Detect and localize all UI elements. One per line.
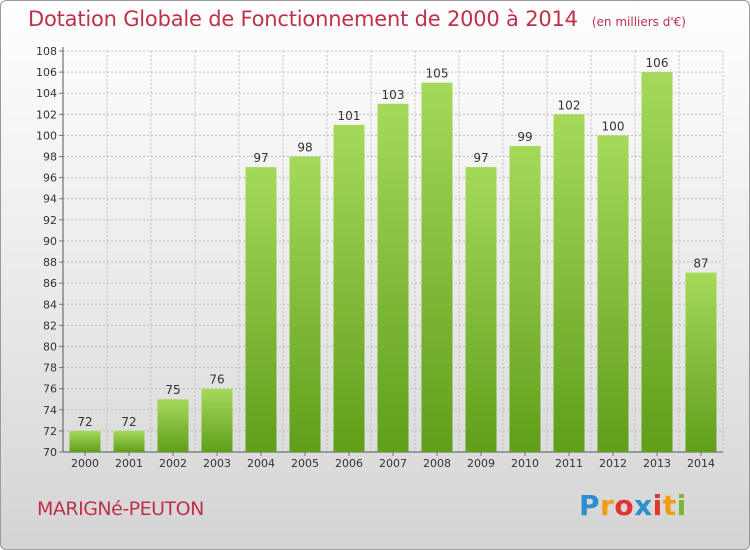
bar[interactable] — [201, 388, 233, 452]
data-label: 98 — [297, 141, 312, 155]
data-label: 99 — [517, 130, 532, 144]
logo-letter: i — [652, 489, 663, 522]
data-label: 101 — [338, 109, 361, 123]
data-labels: 72 72 75 76 97 98 101 103 105 97 99 102 100 106 87 — [77, 56, 708, 429]
logo-letter: x — [634, 489, 653, 522]
bar[interactable] — [69, 430, 101, 452]
y-tick-label: 74 — [43, 404, 57, 417]
x-tick-label: 2002 — [159, 457, 187, 470]
bar[interactable] — [113, 430, 145, 452]
y-tick-label: 102 — [36, 108, 57, 121]
y-tick-label: 90 — [43, 235, 57, 248]
bar[interactable] — [377, 103, 409, 453]
y-tick-label: 106 — [36, 66, 57, 79]
x-tick-label: 2003 — [203, 457, 231, 470]
bar[interactable] — [641, 72, 673, 453]
data-label: 105 — [426, 67, 449, 81]
logo-letter: r — [600, 489, 615, 522]
x-tick-label: 2001 — [115, 457, 143, 470]
axes: 70 72 74 76 78 80 82 84 86 88 90 92 94 96 98 100 102 104 1… — [36, 45, 723, 470]
y-tick-label: 108 — [36, 45, 57, 58]
bars — [69, 72, 717, 453]
y-tick-label: 70 — [43, 446, 57, 459]
y-tick-label: 86 — [43, 277, 57, 290]
y-tick-label: 84 — [43, 298, 57, 311]
y-tick-label: 94 — [43, 193, 57, 206]
logo-letter: i — [676, 489, 687, 522]
x-tick-label: 2008 — [423, 457, 451, 470]
data-label: 106 — [646, 56, 669, 70]
data-label: 76 — [209, 373, 224, 387]
x-tick-label: 2010 — [511, 457, 539, 470]
bar[interactable] — [509, 145, 541, 452]
x-tick-label: 2013 — [643, 457, 671, 470]
logo-letter: o — [614, 489, 635, 522]
bar[interactable] — [553, 114, 585, 452]
y-tick-label: 98 — [43, 151, 57, 164]
bar[interactable] — [333, 124, 365, 453]
bar[interactable] — [597, 135, 629, 452]
data-label: 75 — [165, 383, 180, 397]
x-tick-label: 2004 — [247, 457, 275, 470]
y-tick-label: 82 — [43, 319, 57, 332]
bar[interactable] — [465, 167, 497, 452]
commune-name: MARIGNé-PEUTON — [37, 498, 204, 520]
x-tick-label: 2007 — [379, 457, 407, 470]
x-tick-label: 2014 — [687, 457, 715, 470]
y-tick-label: 72 — [43, 425, 57, 438]
y-tick-label: 88 — [43, 256, 57, 269]
x-tick-label: 2005 — [291, 457, 319, 470]
chart-title-text: Dotation Globale de Fonctionnement de 20… — [28, 7, 578, 31]
chart-title: Dotation Globale de Fonctionnement de 20… — [28, 7, 686, 31]
x-tick-label: 2006 — [335, 457, 363, 470]
logo-letter: P — [579, 489, 601, 522]
logo-letter: t — [662, 489, 677, 522]
bar[interactable] — [245, 167, 277, 452]
x-tick-label: 2009 — [467, 457, 495, 470]
data-label: 103 — [382, 88, 405, 102]
y-tick-label: 76 — [43, 383, 57, 396]
bar[interactable] — [157, 399, 189, 452]
proxiti-logo[interactable]: Proxiti — [579, 489, 687, 522]
bar[interactable] — [685, 272, 717, 452]
data-label: 72 — [121, 415, 136, 429]
y-tick-label: 78 — [43, 362, 57, 375]
data-label: 97 — [253, 151, 268, 165]
data-label: 102 — [558, 98, 581, 112]
y-tick-label: 92 — [43, 214, 57, 227]
data-label: 97 — [473, 151, 488, 165]
bar[interactable] — [289, 156, 321, 453]
x-tick-label: 2012 — [599, 457, 627, 470]
y-tick-label: 96 — [43, 172, 57, 185]
y-tick-label: 80 — [43, 340, 57, 353]
y-tick-label: 100 — [36, 129, 57, 142]
chart-unit-subtitle: (en milliers d'€) — [591, 15, 686, 29]
data-label: 87 — [693, 257, 708, 271]
x-tick-label: 2000 — [71, 457, 99, 470]
data-label: 72 — [77, 415, 92, 429]
bar[interactable] — [421, 82, 453, 452]
data-label: 100 — [602, 119, 625, 133]
x-tick-label: 2011 — [555, 457, 583, 470]
y-tick-label: 104 — [36, 87, 57, 100]
